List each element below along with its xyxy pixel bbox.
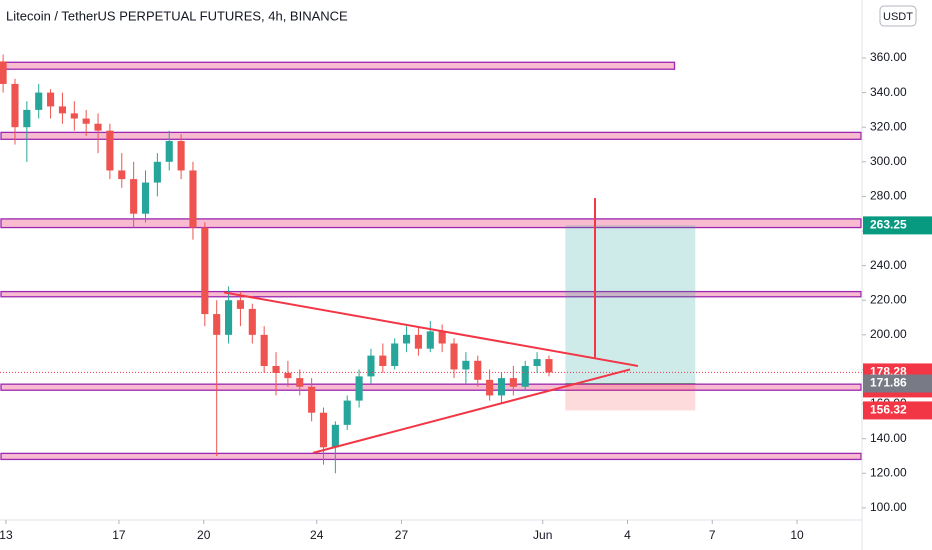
support-zone: [0, 383, 862, 391]
y-tick-label: 240.00: [870, 258, 907, 272]
candle-body: [189, 170, 197, 228]
candle-body: [82, 118, 90, 124]
currency-label[interactable]: USDT: [883, 11, 913, 23]
x-tick-label: 27: [395, 528, 409, 542]
y-tick-label: 320.00: [870, 119, 907, 133]
candle-body: [450, 343, 458, 370]
y-tick-label: 300.00: [870, 154, 907, 168]
support-zone: [0, 131, 862, 140]
candle-body: [47, 92, 55, 107]
candle-body: [379, 355, 387, 366]
x-tick-label: 7: [709, 528, 716, 542]
candle-body: [509, 378, 517, 387]
trend-line: [312, 368, 631, 454]
x-tick-label: 4: [624, 528, 631, 542]
candle-body: [94, 123, 102, 131]
x-tick-label: Jun: [533, 528, 552, 542]
candle-body: [438, 331, 446, 344]
candle-body: [331, 424, 339, 448]
candle-body: [367, 355, 375, 377]
candle-body: [497, 378, 506, 396]
x-tick-label: 24: [310, 528, 324, 542]
candle-body: [545, 359, 553, 373]
candle-body: [23, 109, 31, 128]
candle-body: [106, 130, 114, 171]
candle-body: [130, 179, 138, 214]
support-zone: [0, 452, 862, 461]
price-label-box: [863, 374, 932, 393]
candle-body: [201, 227, 209, 315]
x-tick-label: 10: [790, 528, 804, 542]
candle-body: [272, 365, 280, 373]
y-tick-label: 100.00: [870, 500, 907, 514]
candle-body: [343, 400, 351, 425]
candle-body: [11, 83, 19, 128]
profit-zone: [565, 225, 696, 384]
candle-body: [236, 300, 244, 309]
x-tick-label: 20: [197, 528, 211, 542]
price-label: 156.32: [870, 403, 907, 417]
candle-body: [141, 182, 150, 214]
candle-body: [308, 386, 316, 413]
candle-body: [118, 170, 126, 180]
price-label: 171.86: [870, 376, 907, 390]
candle-body: [521, 365, 529, 387]
y-tick-label: 140.00: [870, 431, 907, 445]
y-tick-label: 280.00: [870, 189, 907, 203]
trend-line: [223, 291, 639, 367]
candle-body: [426, 331, 434, 349]
candle-body: [165, 141, 173, 162]
candle-body: [248, 308, 256, 335]
candle-body: [296, 378, 304, 387]
candle-body: [153, 161, 161, 183]
candle-body: [462, 360, 470, 370]
candle-body: [391, 343, 399, 366]
candle-body: [35, 92, 43, 110]
loss-zone: [565, 383, 696, 411]
candle-body: [177, 141, 185, 171]
y-tick-label: 120.00: [870, 465, 907, 479]
candle-body: [284, 372, 292, 379]
currency-button[interactable]: [879, 5, 917, 27]
candle-body: [355, 376, 363, 401]
candle-body: [0, 61, 7, 84]
candle-body: [225, 300, 233, 335]
candle-body: [474, 360, 482, 380]
support-zone: [0, 218, 862, 229]
candle-body: [58, 106, 66, 114]
y-tick-label: 340.00: [870, 85, 907, 99]
candle-body: [403, 334, 411, 344]
candle-body: [260, 334, 268, 366]
price-label-box: [863, 216, 932, 235]
candle-body: [533, 359, 541, 366]
price-label: 263.25: [870, 218, 907, 232]
price-label-box: [863, 401, 932, 420]
y-tick-label: 200.00: [870, 327, 907, 341]
x-tick-label: 17: [112, 528, 126, 542]
support-zone: [0, 290, 862, 298]
y-tick-label: 360.00: [870, 50, 907, 64]
x-tick-label: 13: [0, 528, 13, 542]
candle-body: [213, 314, 221, 335]
y-tick-label: 220.00: [870, 292, 907, 306]
chart-title: Litecoin / TetherUS PERPETUAL FUTURES, 4…: [6, 8, 348, 23]
candle-body: [319, 412, 328, 448]
candle-body: [70, 113, 78, 119]
candle-body: [414, 334, 422, 349]
support-zone: [0, 61, 676, 70]
candle-body: [486, 379, 494, 396]
